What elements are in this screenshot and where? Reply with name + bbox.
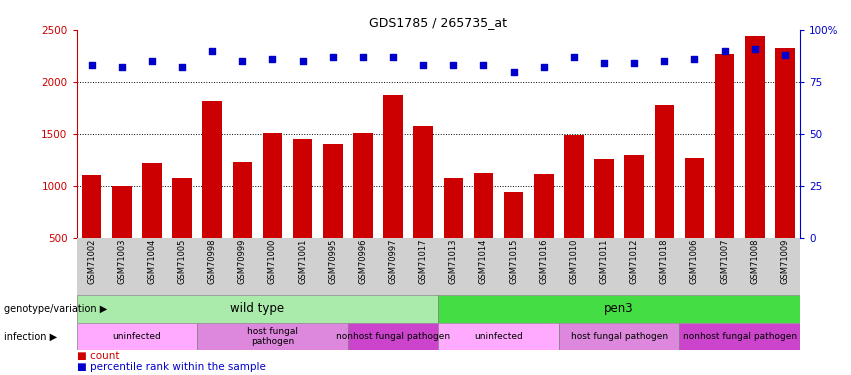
Text: uninfected: uninfected (112, 332, 161, 341)
Text: GSM71000: GSM71000 (268, 238, 277, 284)
Text: GSM71016: GSM71016 (540, 238, 548, 284)
Text: GSM71014: GSM71014 (479, 238, 488, 284)
Text: nonhost fungal pathogen: nonhost fungal pathogen (683, 332, 797, 341)
Point (386, 54, 400, 60)
Bar (438, 295, 800, 323)
Text: ■ count: ■ count (77, 351, 119, 361)
Bar (263, 133, 283, 290)
Point (266, 56, 279, 62)
Point (627, 60, 641, 66)
Text: genotype/variation ▶: genotype/variation ▶ (4, 304, 107, 314)
Bar (353, 133, 373, 290)
Bar (293, 139, 312, 290)
Point (326, 54, 340, 60)
Bar (414, 126, 433, 290)
Text: host fungal pathogen: host fungal pathogen (570, 332, 668, 341)
Bar (142, 163, 162, 290)
Text: GSM71015: GSM71015 (509, 238, 518, 284)
Bar (715, 54, 734, 290)
Text: GSM71001: GSM71001 (298, 238, 307, 284)
Bar (383, 95, 403, 290)
Text: ■ percentile rank within the sample: ■ percentile rank within the sample (77, 362, 266, 372)
Point (688, 56, 701, 62)
Bar (172, 178, 191, 290)
Text: GSM71018: GSM71018 (660, 238, 669, 284)
Text: host fungal
pathogen: host fungal pathogen (247, 327, 298, 346)
Text: GSM70996: GSM70996 (358, 238, 368, 284)
Point (778, 52, 791, 58)
Bar (625, 154, 644, 290)
Bar (77, 323, 197, 351)
Text: GSM70999: GSM70999 (238, 238, 247, 284)
Text: GSM71003: GSM71003 (117, 238, 126, 284)
Text: GSM71005: GSM71005 (178, 238, 186, 284)
Text: nonhost fungal pathogen: nonhost fungal pathogen (336, 332, 450, 341)
Point (296, 58, 310, 64)
Bar (112, 186, 132, 290)
Bar (197, 323, 348, 351)
Bar (438, 323, 559, 351)
Text: GSM71008: GSM71008 (751, 238, 759, 284)
Text: GSM71011: GSM71011 (600, 238, 608, 284)
Bar (679, 323, 800, 351)
Point (597, 60, 611, 66)
Text: GSM71002: GSM71002 (87, 238, 96, 284)
Point (175, 64, 189, 70)
Bar (323, 144, 343, 290)
Bar (654, 105, 674, 290)
Point (85, 62, 99, 68)
Point (477, 62, 490, 68)
Text: GSM71010: GSM71010 (569, 238, 579, 284)
Point (115, 64, 129, 70)
Text: GSM70995: GSM70995 (328, 238, 337, 284)
Bar (534, 174, 553, 290)
Bar (474, 173, 494, 290)
Text: GSM71006: GSM71006 (690, 238, 699, 284)
Point (356, 54, 369, 60)
Point (507, 69, 521, 75)
Bar (559, 323, 679, 351)
Title: GDS1785 / 265735_at: GDS1785 / 265735_at (369, 16, 507, 29)
Text: GSM71017: GSM71017 (419, 238, 428, 284)
Text: uninfected: uninfected (474, 332, 523, 341)
Point (567, 54, 580, 60)
Point (416, 62, 430, 68)
Bar (443, 178, 463, 290)
Text: GSM71013: GSM71013 (448, 238, 458, 284)
Bar (203, 100, 222, 290)
Bar (504, 192, 523, 290)
Point (236, 58, 249, 64)
Bar (82, 175, 101, 290)
Bar (564, 135, 584, 290)
Bar (775, 48, 795, 290)
Bar (685, 158, 705, 290)
Point (146, 58, 159, 64)
Text: GSM70998: GSM70998 (208, 238, 217, 284)
Text: infection ▶: infection ▶ (4, 332, 57, 342)
Bar (77, 295, 438, 323)
Text: GSM71007: GSM71007 (720, 238, 729, 284)
Point (205, 48, 219, 54)
Bar (232, 162, 252, 290)
Point (748, 46, 762, 52)
Bar (594, 159, 614, 290)
Text: GSM71004: GSM71004 (147, 238, 157, 284)
Bar (348, 323, 438, 351)
Point (658, 58, 671, 64)
Point (537, 64, 551, 70)
Text: GSM71012: GSM71012 (630, 238, 638, 284)
Text: wild type: wild type (231, 303, 284, 315)
Point (447, 62, 460, 68)
Point (717, 48, 731, 54)
Bar (745, 36, 764, 290)
Text: GSM71009: GSM71009 (780, 238, 790, 284)
Text: pen3: pen3 (604, 303, 634, 315)
Text: GSM70997: GSM70997 (389, 238, 397, 284)
